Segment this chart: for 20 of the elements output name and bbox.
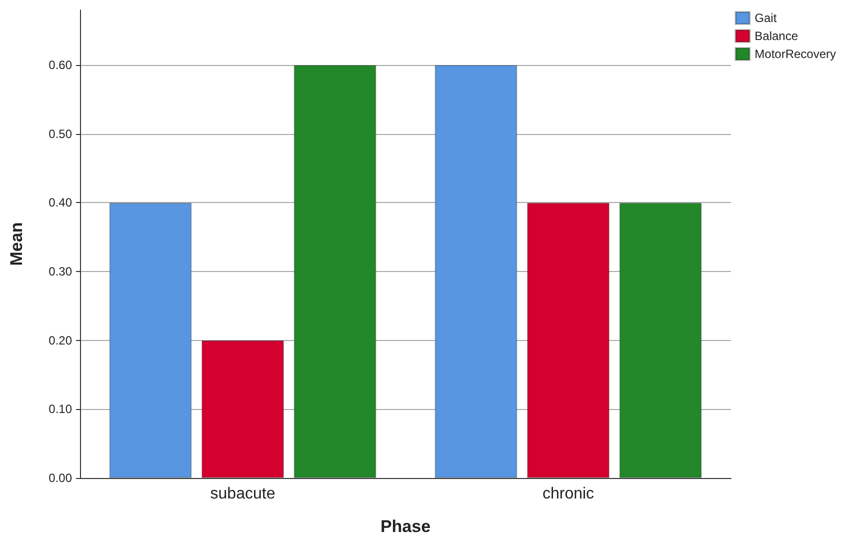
y-tick-label: 0.00: [48, 471, 72, 485]
bar: [434, 65, 518, 478]
y-tick-label: 0.50: [48, 126, 72, 141]
legend-label: Balance: [754, 29, 798, 43]
bar: [202, 340, 284, 478]
y-tick-label: 0.10: [48, 402, 72, 416]
x-tick-label: chronic: [542, 486, 594, 502]
y-tick-label: 0.20: [48, 333, 72, 348]
bar: [619, 202, 702, 478]
x-tick-label: subacute: [210, 486, 276, 502]
y-tick-label: 0.40: [48, 196, 72, 210]
bar: [527, 202, 610, 478]
bar: [294, 65, 376, 478]
y-tick-label: 0.60: [48, 58, 72, 72]
x-axis-title: Phase: [380, 517, 431, 536]
y-tick-label: 0.30: [48, 264, 72, 279]
y-axis-title: Mean: [7, 222, 26, 266]
legend-label: Gait: [754, 11, 778, 25]
legend-label: MotorRecovery: [754, 47, 836, 61]
bar: [109, 202, 192, 478]
